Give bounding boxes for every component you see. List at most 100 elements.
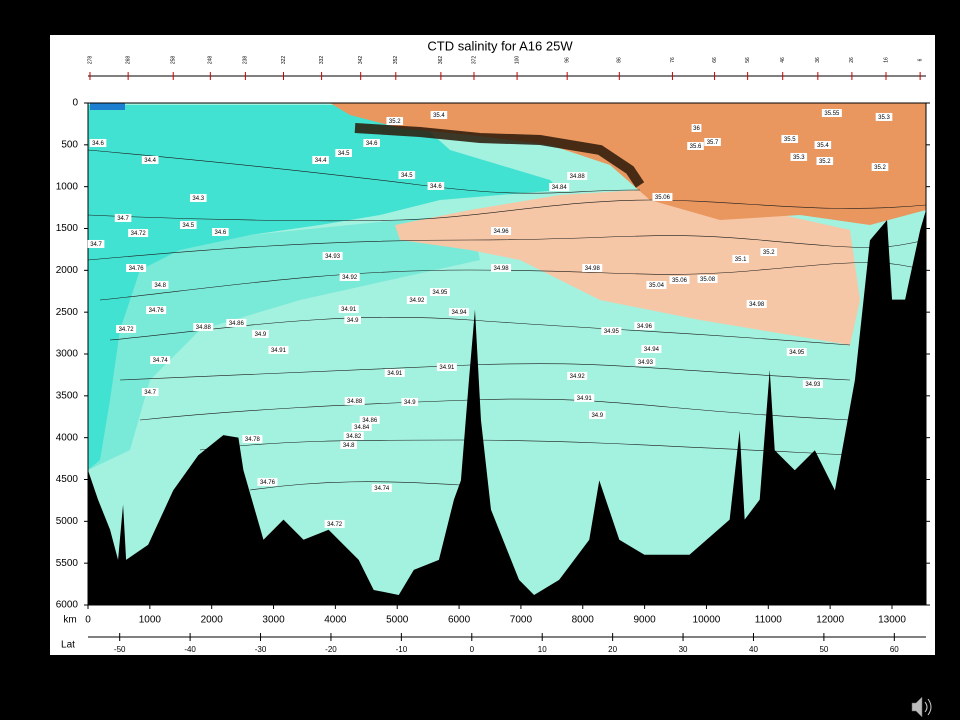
contour-label-box <box>567 371 588 380</box>
contour-label-box <box>687 142 704 151</box>
contour-label-box <box>786 347 807 356</box>
contour-label: 34.93 <box>325 254 341 260</box>
contour-label-box <box>641 344 662 353</box>
contour-label: 34.91 <box>387 371 403 377</box>
contour-label-box <box>268 345 289 354</box>
contour-label-box <box>582 263 603 272</box>
contour-label-box <box>371 483 392 492</box>
x-tick-label: 6000 <box>448 615 471 626</box>
x-tick-label: 11000 <box>755 615 783 626</box>
contour-label: 34.76 <box>129 266 145 272</box>
contour-label: 34.4 <box>144 158 156 164</box>
contour-label-box <box>242 434 263 443</box>
contour-label-box <box>790 152 808 161</box>
contour-label: 34.9 <box>347 318 359 324</box>
contour-label-box <box>732 254 749 263</box>
station-label: 268 <box>125 56 131 65</box>
lat-tick-label: -20 <box>325 645 337 654</box>
lat-axis-label: Lat <box>61 640 75 651</box>
station-label: 258 <box>171 56 177 65</box>
contour-label: 34.7 <box>117 216 129 222</box>
contour-label: 34.96 <box>637 324 653 330</box>
lat-tick-label: 20 <box>608 645 617 654</box>
x-tick-label: 9000 <box>633 615 656 626</box>
y-tick-label: 1500 <box>56 223 79 234</box>
contour-label: 34.94 <box>644 347 660 353</box>
contour-label: 34.93 <box>805 382 821 388</box>
speaker-icon[interactable] <box>911 696 932 718</box>
contour-label-box <box>335 149 352 158</box>
contour-label: 34.72 <box>119 327 135 333</box>
contour-label: 34.72 <box>131 231 147 237</box>
contour-label: 35.4 <box>817 143 829 149</box>
station-label: 86 <box>617 57 623 63</box>
contour-label-box <box>574 393 595 402</box>
contour-label-box <box>344 396 365 405</box>
contour-label: 35.2 <box>874 165 886 171</box>
contour-label: 34.86 <box>229 321 245 327</box>
contour-label: 34.72 <box>327 522 343 528</box>
contour-label-box <box>704 137 721 146</box>
contour-label: 35.2 <box>763 250 775 256</box>
contour-label-box <box>697 274 718 283</box>
speaker-waves[interactable] <box>924 698 932 716</box>
contour-label-box <box>322 251 343 260</box>
contour-label-box <box>398 170 416 179</box>
contour-label-box <box>193 322 214 331</box>
x-tick-label: 5000 <box>386 615 409 626</box>
contour-label: 34.8 <box>343 443 355 449</box>
contour-label-box <box>491 263 512 272</box>
x-tick-label: 7000 <box>510 615 533 626</box>
station-label: 6 <box>917 58 923 61</box>
contour-label: 34.95 <box>432 290 448 296</box>
contour-label-box <box>746 299 767 308</box>
y-tick-label: 1000 <box>56 181 79 192</box>
y-tick-label: 3000 <box>56 349 79 360</box>
contour-label-box <box>116 324 137 333</box>
contour-label-box <box>549 183 570 192</box>
contour-label: 34.92 <box>570 374 586 380</box>
y-tick-label: 2000 <box>56 265 79 276</box>
contour-label-box <box>646 280 667 289</box>
contour-label-box <box>339 272 360 281</box>
zone-fresh <box>90 103 125 110</box>
contour-label-box <box>814 141 832 150</box>
contour-label: 36 <box>693 126 700 132</box>
contour-label: 35.1 <box>735 257 747 263</box>
contour-label: 35.2 <box>819 159 831 165</box>
x-tick-label: 0 <box>85 615 91 626</box>
contour-label-box <box>634 321 655 330</box>
contour-line <box>249 481 461 491</box>
station-label: 352 <box>393 56 399 65</box>
bathymetry <box>88 210 926 606</box>
contour-label-box <box>429 288 450 297</box>
contour-label-box <box>875 112 893 121</box>
contour-label-box <box>126 263 147 272</box>
contour-line <box>99 262 926 301</box>
station-label: 96 <box>565 57 571 63</box>
x-axis-label: km <box>63 615 76 626</box>
contour-label-box <box>491 227 512 236</box>
lat-tick-label: -50 <box>114 645 126 654</box>
contour-label-box <box>128 229 149 238</box>
contour-label-box <box>427 181 445 190</box>
y-tick-label: 6000 <box>56 600 79 611</box>
contour-label-box <box>760 248 778 257</box>
contour-label: 34.98 <box>585 266 601 272</box>
speaker-body[interactable] <box>911 696 923 718</box>
contour-label: 34.76 <box>260 480 276 486</box>
lat-tick-label: 30 <box>679 645 688 654</box>
contour-label-box <box>821 109 842 118</box>
lat-tick-label: 0 <box>470 645 475 654</box>
contour-label-box <box>141 155 159 164</box>
x-tick-label: 4000 <box>324 615 347 626</box>
contour-label: 34.98 <box>494 266 510 272</box>
contour-label: 34.6 <box>215 230 227 236</box>
contour-label-box <box>141 387 159 396</box>
station-label: 238 <box>243 56 249 65</box>
contour-label: 34.91 <box>439 365 455 371</box>
contour-label: 34.6 <box>92 141 104 147</box>
y-tick-label: 2500 <box>56 307 79 318</box>
x-tick-label: 2000 <box>201 615 224 626</box>
contour-label: 34.9 <box>591 413 603 419</box>
